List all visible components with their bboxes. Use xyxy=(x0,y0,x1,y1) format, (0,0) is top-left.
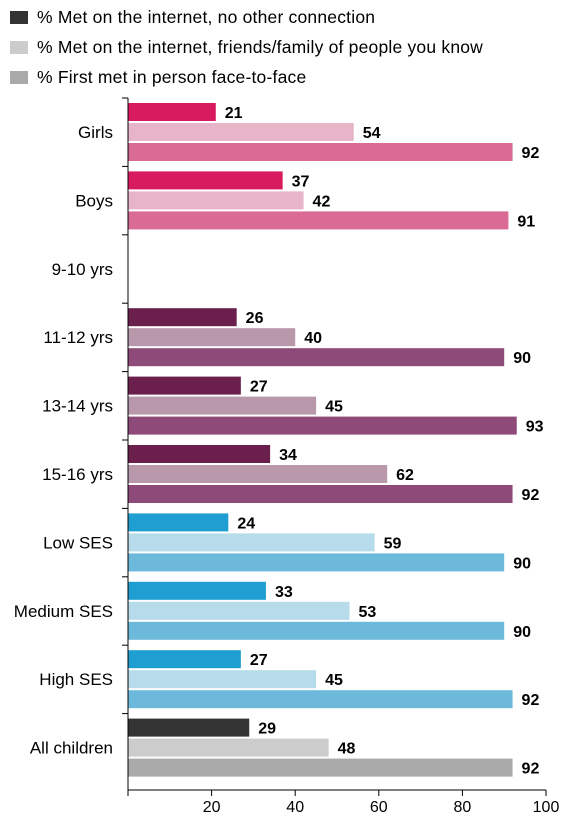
legend-swatch-light xyxy=(10,40,28,54)
data-label: 53 xyxy=(359,604,377,621)
bar xyxy=(128,348,505,367)
category-label: Medium SES xyxy=(14,602,113,621)
data-label: 90 xyxy=(513,555,531,572)
legend: % Met on the internet, no other connecti… xyxy=(10,2,483,92)
data-label: 92 xyxy=(522,487,540,504)
data-label: 92 xyxy=(522,145,540,162)
bar xyxy=(128,758,513,777)
data-label: 42 xyxy=(313,193,331,210)
bar xyxy=(128,601,350,620)
bar xyxy=(128,328,296,347)
data-label: 92 xyxy=(522,761,540,778)
bar xyxy=(128,376,241,395)
bar xyxy=(128,445,271,463)
legend-label: % Met on the internet, friends/family of… xyxy=(37,36,484,57)
data-label: 54 xyxy=(363,125,381,142)
data-label: 92 xyxy=(522,692,540,709)
legend-label: % Met on the internet, no other connecti… xyxy=(37,6,376,27)
data-label: 45 xyxy=(325,399,343,416)
category-label: 15-16 yrs xyxy=(42,465,113,484)
bar xyxy=(128,650,241,669)
category-label: 11-12 yrs xyxy=(43,328,113,347)
category-label: Low SES xyxy=(43,533,113,552)
data-label: 27 xyxy=(250,379,268,396)
data-label: 26 xyxy=(246,310,264,327)
bar xyxy=(128,581,266,600)
x-tick-label: 40 xyxy=(286,799,304,815)
data-label: 27 xyxy=(250,652,268,669)
bar xyxy=(128,485,513,503)
data-label: 93 xyxy=(526,419,544,436)
data-label: 59 xyxy=(384,535,402,552)
category-label: All children xyxy=(30,739,113,758)
x-tick-label: 100 xyxy=(533,799,560,815)
data-label: 34 xyxy=(279,447,297,464)
data-label: 91 xyxy=(517,213,535,230)
bar xyxy=(128,533,375,552)
data-label: 21 xyxy=(225,105,243,122)
legend-swatch-medium xyxy=(10,70,28,84)
bar xyxy=(128,513,229,532)
data-label: 24 xyxy=(237,515,255,532)
data-label: 33 xyxy=(275,584,293,601)
bar xyxy=(128,416,517,435)
data-label: 40 xyxy=(304,330,322,347)
category-label: Girls xyxy=(78,123,113,142)
bar xyxy=(128,465,388,483)
data-label: 90 xyxy=(513,350,531,367)
bar xyxy=(128,103,216,121)
bar xyxy=(128,553,505,572)
bar xyxy=(128,143,513,161)
legend-item-met-online-only: % Met on the internet, no other connecti… xyxy=(10,2,483,32)
data-label: 29 xyxy=(258,721,276,738)
x-tick-label: 20 xyxy=(203,799,221,815)
bar xyxy=(128,308,237,327)
x-tick-label: 80 xyxy=(454,799,472,815)
bar xyxy=(128,396,317,415)
bar xyxy=(128,738,329,757)
category-label: High SES xyxy=(39,670,113,689)
data-label: 45 xyxy=(325,672,343,689)
bar xyxy=(128,191,304,210)
data-label: 48 xyxy=(338,741,356,758)
bar xyxy=(128,123,354,141)
legend-label: % First met in person face-to-face xyxy=(37,66,307,87)
legend-item-met-in-person: % First met in person face-to-face xyxy=(10,62,483,92)
bar xyxy=(128,621,505,640)
bar xyxy=(128,690,513,709)
bar xyxy=(128,211,509,230)
x-tick-label: 60 xyxy=(370,799,388,815)
category-label: 13-14 yrs xyxy=(42,397,113,416)
data-label: 62 xyxy=(396,467,414,484)
bar xyxy=(128,670,317,689)
bar xyxy=(128,718,250,737)
category-label: Boys xyxy=(75,191,113,210)
data-label: 90 xyxy=(513,624,531,641)
legend-item-met-online-friends: % Met on the internet, friends/family of… xyxy=(10,32,483,62)
category-label: 9-10 yrs xyxy=(52,260,113,279)
legend-swatch-dark xyxy=(10,10,28,24)
bar xyxy=(128,171,283,190)
data-label: 37 xyxy=(292,173,310,190)
